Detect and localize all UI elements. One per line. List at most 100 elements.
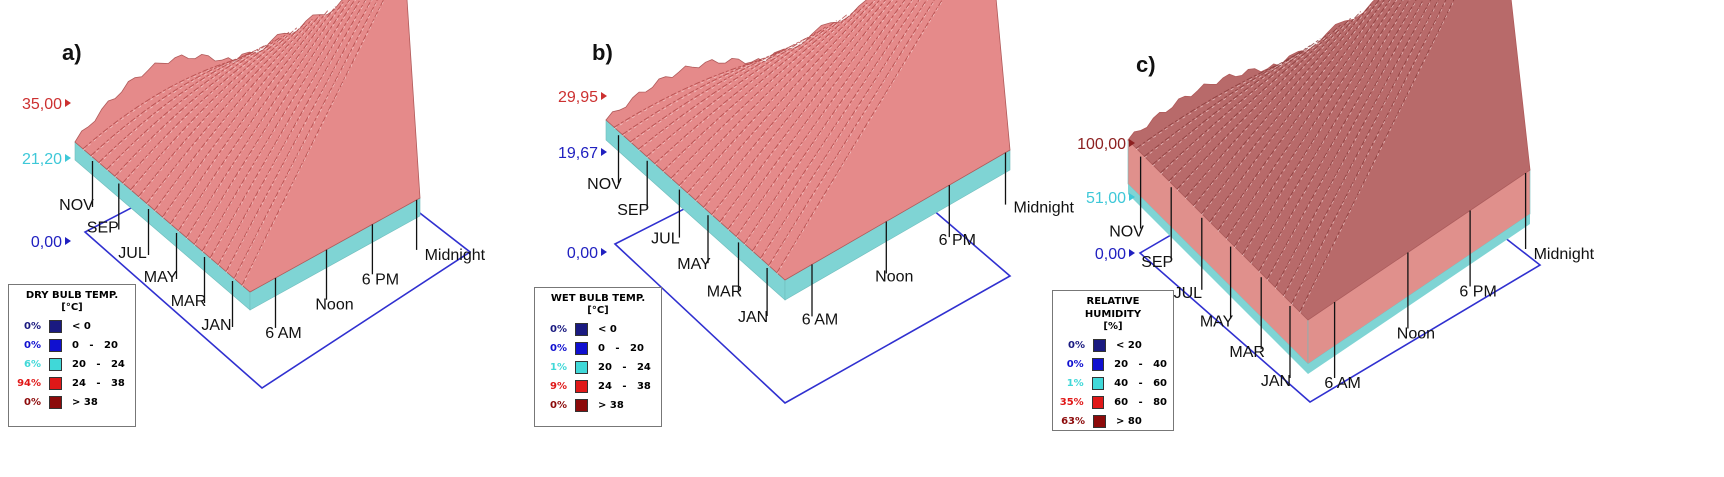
surface-contour <box>670 14 848 179</box>
legend-swatch <box>1093 415 1106 428</box>
z-value-max: 100,00 <box>1077 136 1126 153</box>
surface-contour <box>209 0 361 259</box>
z-value-max: 35,00 <box>22 96 62 113</box>
surface-contour <box>1274 0 1432 288</box>
surface-contour <box>622 49 786 135</box>
surface-contour <box>217 0 367 265</box>
legend-swatch <box>1093 339 1106 352</box>
panel-label: c) <box>1136 52 1156 77</box>
legend-range: < 0 <box>598 324 617 335</box>
legend-swatch <box>575 399 588 412</box>
x-tick-label: SEP <box>1141 254 1173 271</box>
legend: DRY BULB TEMP. [°C] 0% < 0 0% 0 - 20 6% 20 - … <box>8 284 136 427</box>
surface-highlight <box>1135 60 1291 150</box>
legend-percent: 35% <box>1059 397 1084 408</box>
z-value-min: 0,00 <box>1095 246 1126 263</box>
y-tick-label: Midnight <box>425 247 486 264</box>
surface-highlight <box>727 0 900 231</box>
x-tick-label: MAY <box>677 256 711 273</box>
surface-highlight <box>1160 39 1321 175</box>
top-surface <box>74 0 421 293</box>
surface-contour <box>638 37 807 150</box>
legend-row: 0% < 0 <box>15 317 129 336</box>
legend-range: 20 - 24 <box>72 359 125 370</box>
surface-highlight <box>170 11 328 226</box>
legend-percent: 0% <box>24 397 41 408</box>
top-surface <box>605 0 1011 281</box>
surface-contour <box>735 0 906 237</box>
surface-contour <box>130 31 290 190</box>
surface-contour <box>82 57 243 150</box>
surface-highlight <box>1144 53 1301 159</box>
surface-contour <box>186 1 344 238</box>
legend-range: 60 - 80 <box>1114 397 1167 408</box>
legend-rows: 0% < 0 0% 0 - 20 6% 20 - 24 94% 24 - 38 0% > 38 <box>15 317 129 412</box>
z-value-min: 0,00 <box>31 234 62 251</box>
z-value-max: 29,95 <box>558 89 598 106</box>
surface-contour <box>1242 0 1403 255</box>
legend-unit: [%] <box>1103 321 1123 332</box>
legend-range: 0 - 20 <box>72 340 118 351</box>
legend-row: 9% 24 - 38 <box>541 377 655 396</box>
y-tick-label: 6 PM <box>1459 284 1496 301</box>
legend-range: < 20 <box>1116 340 1142 351</box>
legend-range: > 80 <box>1116 416 1142 427</box>
legend-swatch <box>1091 396 1105 409</box>
legend-row: 1% 20 - 24 <box>541 358 655 377</box>
surface-highlight <box>760 0 928 260</box>
surface-contour <box>201 0 356 252</box>
legend-percent: 9% <box>550 381 567 392</box>
surface-contour <box>106 44 267 170</box>
surface-contour <box>711 0 886 215</box>
chart-panel-wet-bulb: b) 29,95 19,67 0,00 JAN MAR MAY JUL SEP NOV 6 AM N… <box>534 0 1100 477</box>
surface-highlight <box>1193 12 1361 208</box>
x-tick-label: NOV <box>1109 224 1144 241</box>
surface-highlight <box>1266 0 1425 281</box>
surface-contour <box>776 0 943 273</box>
surface-contour <box>1217 0 1385 231</box>
y-tick-label: 6 AM <box>265 325 301 342</box>
legend-unit: [°C] <box>61 302 83 313</box>
surface-contour <box>162 14 321 218</box>
surface-highlight <box>154 20 313 212</box>
surface-highlight <box>193 0 351 246</box>
surface-contour <box>646 32 817 157</box>
legend-percent: 0% <box>24 340 41 351</box>
x-tick-label: SEP <box>87 220 119 237</box>
legend-row: 0% 0 - 20 <box>15 336 129 355</box>
z-marker-max <box>65 99 71 107</box>
surface-contour <box>193 0 351 245</box>
surface-highlight <box>1168 33 1331 183</box>
surface-contour <box>1160 38 1321 174</box>
legend-percent: 63% <box>1061 416 1085 427</box>
legend-swatch <box>575 380 588 393</box>
legend-title: RELATIVE HUMIDITY <box>1084 296 1142 320</box>
surface-contour <box>178 6 336 231</box>
surface-contour <box>233 0 378 279</box>
surface-highlight <box>82 58 243 151</box>
legend-range: 40 - 60 <box>1114 378 1167 389</box>
surface-highlight <box>1299 0 1455 314</box>
surface-contour <box>90 53 251 156</box>
surface-highlight <box>186 3 344 240</box>
z-value-mid: 21,20 <box>22 151 62 168</box>
surface-highlight <box>719 0 894 224</box>
legend-swatch <box>575 361 588 374</box>
surface-contour <box>1299 0 1455 312</box>
legend-title: DRY BULB TEMP. <box>25 290 119 301</box>
x-tick-label: JUL <box>651 231 680 248</box>
surface-contour <box>1258 0 1417 272</box>
y-tick-label: Midnight <box>1014 200 1075 217</box>
surface-highlight <box>1274 0 1432 289</box>
surface-highlight <box>678 10 858 188</box>
surface-contour <box>98 48 259 163</box>
legend-range: 24 - 38 <box>72 378 125 389</box>
legend-row: 0% < 20 <box>1059 336 1167 355</box>
surface-contour <box>1250 0 1410 263</box>
z-marker-min <box>65 237 71 245</box>
legend-row: 0% 0 - 20 <box>541 339 655 358</box>
surface-contour <box>703 0 881 208</box>
legend-row: 6% 20 - 24 <box>15 355 129 374</box>
